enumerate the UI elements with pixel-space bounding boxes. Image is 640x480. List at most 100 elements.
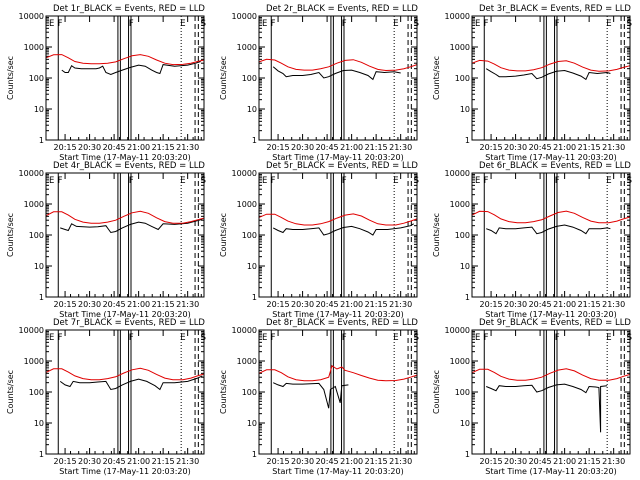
event-marker-S: S [201, 333, 206, 343]
event-marker-E: E [606, 19, 611, 29]
x-tick-label: 20:30 [78, 457, 101, 466]
panel-det-9: Det 9r_BLACK = Events, RED = LLD 1 10 100 10… [432, 318, 632, 476]
panel-det-1: Det 1r_BLACK = Events, RED = LLD 1 10 100 10… [6, 4, 206, 162]
x-tick-label: 21:30 [389, 457, 412, 466]
y-tick-label: 10000 [232, 326, 257, 335]
event-marker-E: E [393, 19, 398, 29]
x-tick-label: 21:15 [578, 300, 601, 309]
series-line-events [486, 383, 608, 433]
event-marker-S: S [414, 333, 419, 343]
x-tick-label: 20:30 [291, 143, 314, 152]
event-marker-F: F [484, 19, 489, 29]
x-tick-label: 20:30 [504, 457, 527, 466]
event-marker-F: F [58, 333, 63, 343]
event-marker-F: F [58, 19, 63, 29]
y-tick-label: 10000 [445, 326, 470, 335]
x-tick-label: 20:30 [291, 300, 314, 309]
y-axis-label: Counts/sec [6, 370, 15, 414]
chart-title: Det 1r_BLACK = Events, RED = LLD [53, 4, 205, 14]
x-tick-label: 20:15 [54, 143, 77, 152]
x-tick-label: 20:45 [529, 143, 552, 152]
y-tick-label: 1000 [450, 357, 470, 366]
x-tick-label: 21:00 [340, 143, 363, 152]
series-line-events [272, 382, 349, 409]
x-tick-label: 20:30 [78, 143, 101, 152]
y-axis-label: Counts/sec [6, 213, 15, 257]
y-axis-label: Counts/sec [219, 370, 228, 414]
event-marker-S: S [627, 176, 632, 186]
y-tick-label: 10000 [19, 326, 44, 335]
x-axis-label: Start Time (17-May-11 20:03:20) [272, 310, 403, 319]
series-line-events [272, 223, 414, 236]
x-tick-label: 20:45 [316, 457, 339, 466]
y-tick-label: 1000 [24, 43, 44, 52]
y-tick-label: 1 [465, 293, 470, 302]
series-line-lld [471, 210, 631, 224]
event-marker-S: S [627, 333, 632, 343]
chart-title: Det 3r_BLACK = Events, RED = LLD [479, 4, 631, 14]
event-marker-E: E [475, 176, 480, 186]
y-tick-label: 100 [29, 231, 44, 240]
x-tick-label: 21:00 [340, 300, 363, 309]
plot-frame [45, 172, 205, 298]
x-tick-label: 20:15 [54, 300, 77, 309]
event-marker-S: S [627, 19, 632, 29]
panel-det-3: Det 3r_BLACK = Events, RED = LLD 1 10 100 10… [432, 4, 632, 162]
x-tick-label: 21:15 [365, 143, 388, 152]
y-tick-label: 1000 [450, 200, 470, 209]
plot-frame [45, 15, 205, 141]
y-tick-label: 100 [455, 388, 470, 397]
event-marker-E: E [262, 333, 267, 343]
y-tick-label: 1 [252, 293, 257, 302]
y-tick-label: 10 [247, 419, 257, 428]
event-marker-F: F [58, 176, 63, 186]
x-tick-label: 20:15 [54, 457, 77, 466]
series-line-lld [258, 58, 418, 72]
x-tick-label: 21:30 [389, 143, 412, 152]
y-axis-label: Counts/sec [219, 56, 228, 100]
chart-title: Det 7r_BLACK = Events, RED = LLD [53, 318, 205, 328]
chart-title: Det 5r_BLACK = Events, RED = LLD [266, 161, 418, 171]
y-axis-label: Counts/sec [219, 213, 228, 257]
x-tick-label: 21:15 [365, 457, 388, 466]
event-marker-F: F [271, 333, 276, 343]
event-marker-E: E [606, 333, 611, 343]
event-marker-F: F [484, 176, 489, 186]
event-marker-F: F [271, 19, 276, 29]
y-tick-label: 100 [242, 231, 257, 240]
x-axis-label: Start Time (17-May-11 20:03:20) [59, 310, 190, 319]
y-tick-label: 100 [29, 388, 44, 397]
chart-title: Det 2r_BLACK = Events, RED = LLD [266, 4, 418, 14]
panel-det-2: Det 2r_BLACK = Events, RED = LLD 1 10 100 10… [219, 4, 419, 162]
y-tick-label: 10 [34, 105, 44, 114]
x-tick-label: 21:15 [152, 143, 175, 152]
y-tick-label: 10 [460, 105, 470, 114]
event-marker-F: F [129, 19, 134, 29]
x-tick-label: 20:45 [529, 300, 552, 309]
x-tick-label: 21:00 [553, 300, 576, 309]
x-tick-label: 20:30 [504, 143, 527, 152]
chart-title: Det 6r_BLACK = Events, RED = LLD [479, 161, 631, 171]
y-tick-label: 1 [39, 450, 44, 459]
series-line-events [272, 66, 401, 81]
x-axis-label: Start Time (17-May-11 20:03:20) [485, 310, 616, 319]
event-marker-F: F [129, 176, 134, 186]
y-axis-label: Counts/sec [432, 213, 441, 257]
series-line-events [486, 224, 611, 235]
y-tick-label: 1 [465, 136, 470, 145]
y-tick-label: 100 [29, 74, 44, 83]
x-axis-label: Start Time (17-May-11 20:03:20) [485, 467, 616, 476]
x-axis-label: Start Time (17-May-11 20:03:20) [272, 153, 403, 162]
event-marker-E: E [475, 19, 480, 29]
plot-frame [258, 15, 418, 141]
chart-title: Det 9r_BLACK = Events, RED = LLD [479, 318, 631, 328]
y-tick-label: 10000 [19, 169, 44, 178]
event-marker-S: S [201, 176, 206, 186]
chart-title: Det 8r_BLACK = Events, RED = LLD [266, 318, 418, 328]
event-marker-S: S [414, 176, 419, 186]
x-tick-label: 20:30 [504, 300, 527, 309]
x-tick-label: 21:30 [602, 300, 625, 309]
y-tick-label: 1 [39, 293, 44, 302]
event-marker-E: E [475, 333, 480, 343]
event-marker-E: E [180, 333, 185, 343]
